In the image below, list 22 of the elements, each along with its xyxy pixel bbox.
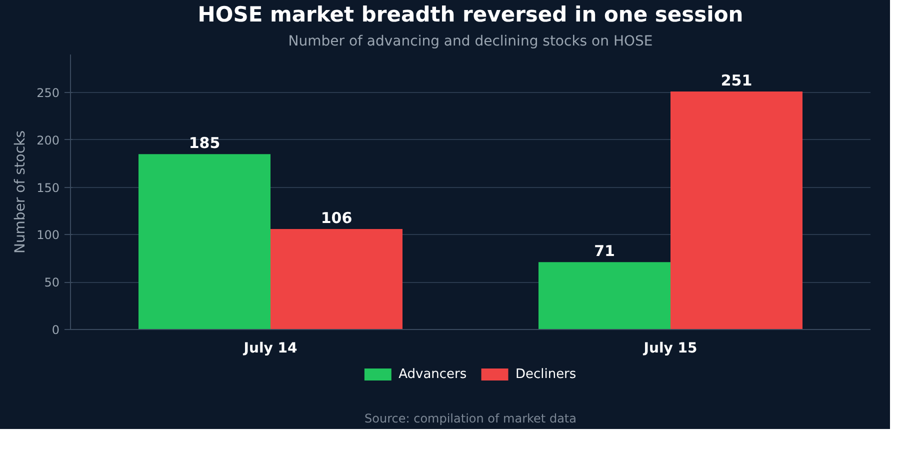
legend-label: Decliners <box>515 367 576 382</box>
y-tick-label: 200 <box>36 133 60 148</box>
y-tick-label: 50 <box>44 276 60 290</box>
data-label: 71 <box>594 242 615 260</box>
y-axis-title: Number of stocks <box>12 130 29 254</box>
chart-title: HOSE market breadth reversed in one session <box>198 2 744 26</box>
x-tick-label: July 14 <box>242 340 298 356</box>
y-tick-label: 150 <box>36 180 60 195</box>
bar <box>538 262 670 330</box>
y-tick-label: 0 <box>52 323 60 337</box>
y-tick-label: 100 <box>36 228 60 242</box>
legend-label: Advancers <box>398 367 467 382</box>
bar <box>270 228 402 330</box>
bar <box>670 91 802 330</box>
source-note: Source: compilation of market data <box>364 412 576 426</box>
data-label: 185 <box>188 134 220 152</box>
data-label: 251 <box>720 71 752 90</box>
data-label: 106 <box>320 208 352 227</box>
chart-subtitle: Number of advancing and declining stocks on HOSE <box>288 34 653 50</box>
bar <box>138 154 270 330</box>
x-tick-label: July 15 <box>642 340 698 356</box>
y-tick-label: 250 <box>36 86 60 100</box>
